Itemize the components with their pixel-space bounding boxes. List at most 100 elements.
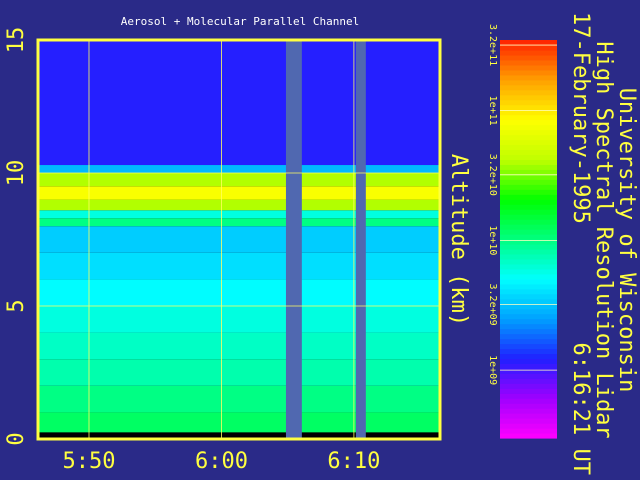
colorbar-cell bbox=[500, 64, 557, 71]
colorbar-cell bbox=[500, 154, 557, 160]
colorbar-cell bbox=[500, 353, 557, 359]
cell bbox=[38, 186, 440, 200]
cell bbox=[38, 199, 440, 211]
colorbar-cell bbox=[500, 74, 557, 81]
colorbar-cell bbox=[500, 214, 557, 220]
institution: University of Wisconsin bbox=[614, 88, 639, 393]
colorbar-cell bbox=[500, 104, 557, 111]
cell bbox=[38, 332, 440, 360]
colorbar-cell bbox=[500, 243, 557, 250]
colorbar-cell bbox=[500, 149, 557, 156]
plot-area: 0 5 10 15 5:50 6:00 6:10 bbox=[4, 27, 442, 474]
y-tick-label: 0 bbox=[4, 432, 29, 445]
colorbar-cell bbox=[500, 388, 557, 394]
colorbar-cell bbox=[500, 69, 557, 76]
colorbar-cell bbox=[500, 239, 557, 245]
colorbar-cell bbox=[500, 393, 557, 399]
colorbar-cell bbox=[500, 49, 557, 56]
colorbar-cell bbox=[500, 293, 557, 300]
colorbar-cell bbox=[500, 408, 557, 414]
colorbar-cell bbox=[500, 209, 557, 215]
colorbar-tick-label: 1e+11 bbox=[487, 96, 498, 126]
x-tick-label: 6:10 bbox=[327, 449, 380, 474]
colorbar-cell bbox=[500, 348, 557, 355]
date: 17-February-1995 bbox=[568, 12, 593, 224]
colorbar-cell bbox=[500, 278, 557, 285]
colorbar-cell bbox=[500, 358, 557, 364]
colorbar-cell bbox=[500, 194, 557, 200]
colorbar: 3.2e+11 1e+11 3.2e+10 1e+10 3.2e+09 1e+09 bbox=[487, 24, 557, 439]
colorbar-cell bbox=[500, 303, 557, 310]
colorbar-cell bbox=[500, 258, 557, 265]
cell bbox=[38, 165, 440, 173]
colorbar-cell bbox=[500, 433, 557, 439]
colorbar-cell bbox=[500, 308, 557, 315]
colorbar-cell bbox=[500, 54, 557, 61]
cell bbox=[38, 210, 440, 219]
colorbar-tick-label: 3.2e+09 bbox=[487, 284, 498, 326]
colorbar-cell bbox=[500, 189, 557, 195]
colorbar-cell bbox=[500, 89, 557, 96]
colorbar-cell bbox=[500, 343, 557, 350]
colorbar-cell bbox=[500, 44, 557, 51]
x-tick-label: 6:00 bbox=[195, 449, 248, 474]
colorbar-cell bbox=[500, 283, 557, 290]
colorbar-tick-label: 3.2e+11 bbox=[487, 24, 498, 66]
colorbar-cell bbox=[500, 99, 557, 106]
cell bbox=[38, 173, 440, 187]
cell bbox=[38, 226, 440, 253]
colorbar-cell bbox=[500, 79, 557, 86]
plot-frame bbox=[36, 38, 442, 441]
colorbar-cell bbox=[500, 323, 557, 330]
x-tick-label: 5:50 bbox=[63, 449, 116, 474]
colorbar-cell bbox=[500, 403, 557, 409]
colorbar-cell bbox=[500, 124, 557, 131]
colorbar-cell bbox=[500, 204, 557, 210]
y-axis-label: Altitude (km) bbox=[446, 154, 471, 326]
colorbar-cell bbox=[500, 413, 557, 419]
colorbar-cell bbox=[500, 273, 557, 280]
instrument: High Spectral Resolution Lidar bbox=[591, 41, 616, 438]
cell bbox=[38, 218, 440, 227]
colorbar-cell bbox=[500, 263, 557, 270]
colorbar-cell bbox=[500, 94, 557, 101]
colorbar-cell bbox=[500, 248, 557, 255]
colorbar-cell bbox=[500, 174, 557, 180]
data-gap bbox=[355, 40, 366, 439]
colorbar-cell bbox=[500, 288, 557, 295]
colorbar-cell bbox=[500, 253, 557, 260]
cell bbox=[38, 306, 440, 333]
chart-title: Aerosol + Molecular Parallel Channel bbox=[121, 15, 359, 28]
cell bbox=[38, 385, 440, 413]
y-tick-label: 10 bbox=[4, 160, 29, 187]
colorbar-cell bbox=[500, 134, 557, 141]
colorbar-cell bbox=[500, 119, 557, 126]
colorbar-cell bbox=[500, 59, 557, 66]
colorbar-cell bbox=[500, 40, 557, 46]
colorbar-cell bbox=[500, 114, 557, 121]
colorbar-cell bbox=[500, 383, 557, 389]
colorbar-tick-label: 1e+10 bbox=[487, 225, 498, 255]
colorbar-cell bbox=[500, 199, 557, 205]
cell bbox=[38, 412, 440, 433]
cell bbox=[38, 40, 440, 166]
colorbar-cell bbox=[500, 219, 557, 225]
colorbar-cell bbox=[500, 268, 557, 275]
colorbar-cell bbox=[500, 129, 557, 136]
cell bbox=[38, 252, 440, 280]
colorbar-cell bbox=[500, 298, 557, 305]
colorbar-cell bbox=[500, 418, 557, 424]
colorbar-cell bbox=[500, 368, 557, 374]
colorbar-cell bbox=[500, 378, 557, 384]
colorbar-cell bbox=[500, 179, 557, 185]
cell bbox=[38, 279, 440, 306]
colorbar-cell bbox=[500, 318, 557, 325]
cell bbox=[38, 359, 440, 386]
colorbar-tick-label: 3.2e+10 bbox=[487, 154, 498, 196]
colorbar-cell bbox=[500, 428, 557, 434]
colorbar-cell bbox=[500, 313, 557, 320]
colorbar-cell bbox=[500, 144, 557, 151]
colorbar-cell bbox=[500, 234, 557, 240]
time: 6:16:21 UT bbox=[568, 343, 593, 475]
